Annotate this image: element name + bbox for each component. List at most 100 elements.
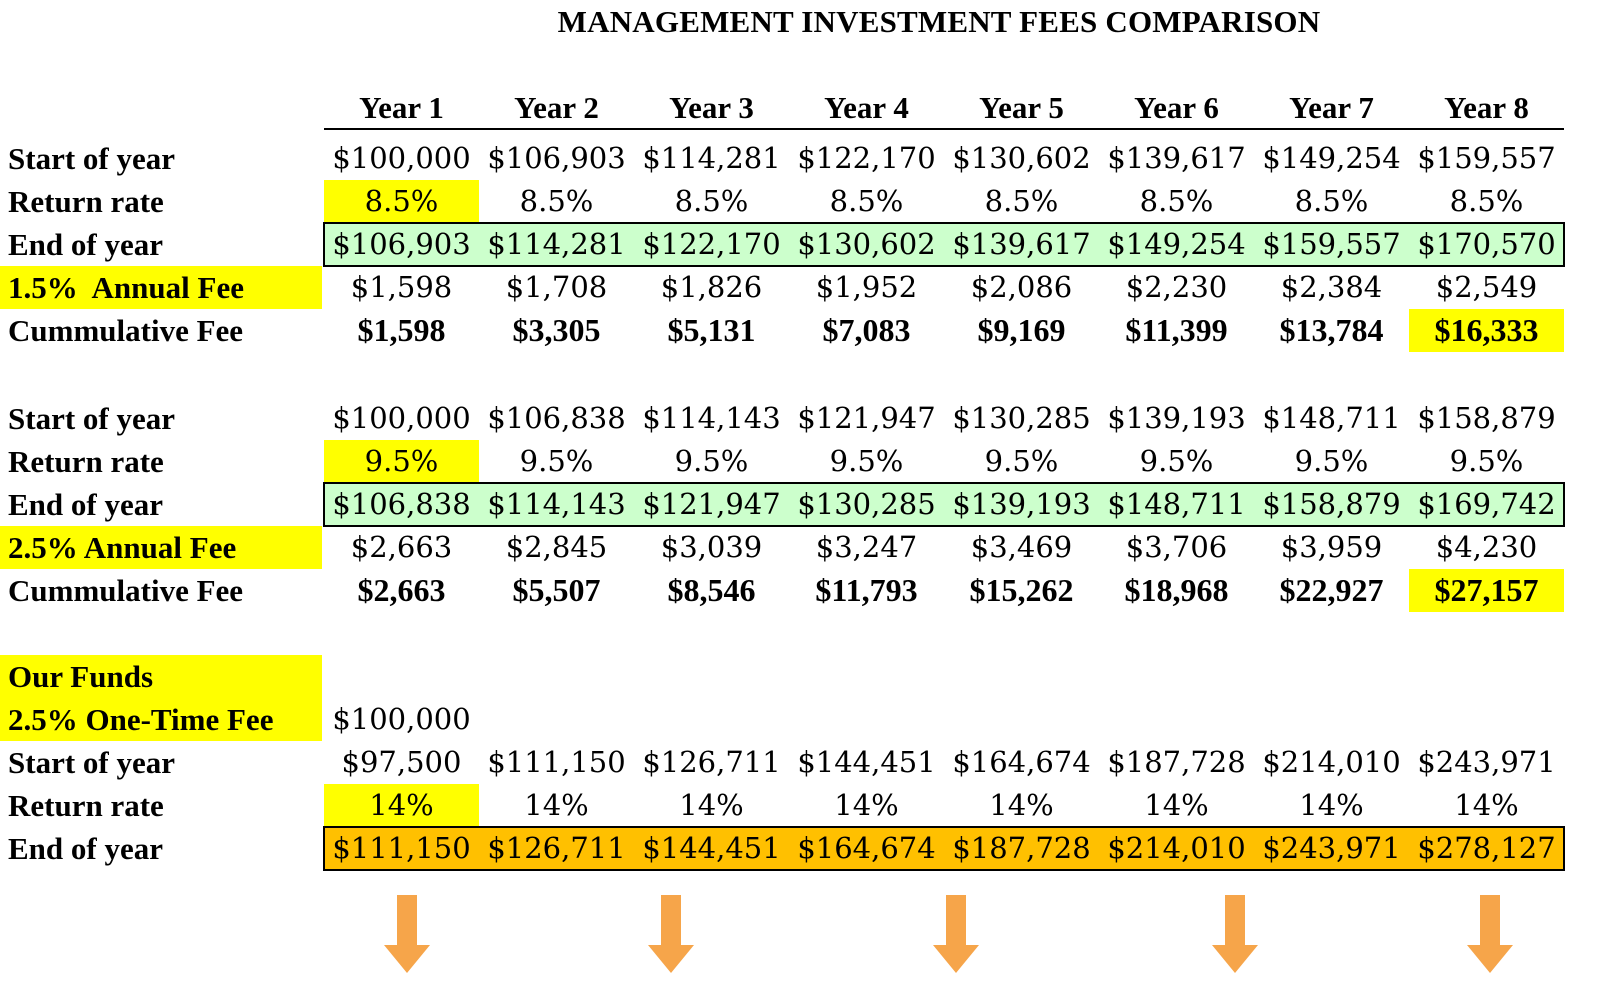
value-cell: $111,150 [332, 831, 471, 865]
value-cell: $114,143 [487, 487, 626, 521]
end-of-year-band: $106,838 $114,143 $121,947 $130,285 $139… [323, 482, 1565, 527]
down-arrow-icon [384, 895, 430, 973]
rate-cell: 8.5% [674, 184, 749, 218]
value-cell: $148,711 [1107, 487, 1246, 521]
rate-cell: 9.5% [829, 444, 904, 478]
value-cell: $2,384 [1280, 270, 1383, 304]
value-cell: $1,826 [660, 270, 763, 304]
value-cell: $130,285 [952, 401, 1091, 435]
value-cell: $114,143 [642, 401, 781, 435]
value-cell: $2,549 [1435, 270, 1538, 304]
value-cell: $121,947 [642, 487, 781, 521]
rate-cell: 8.5% [1139, 184, 1214, 218]
row-label: Return rate [8, 184, 164, 219]
value-cell: $130,602 [797, 227, 936, 261]
row-label: End of year [8, 487, 163, 522]
cumulative-cell: $15,262 [969, 572, 1074, 608]
value-cell: $100,000 [332, 401, 471, 435]
value-cell: $170,570 [1417, 227, 1556, 261]
cumulative-cell: $2,663 [357, 572, 446, 608]
value-cell: $139,617 [1107, 141, 1246, 175]
value-cell: $139,617 [952, 227, 1091, 261]
value-cell: $3,469 [970, 530, 1073, 564]
value-cell: $164,674 [797, 831, 936, 865]
rate-cell-highlighted: 8.5% [324, 180, 479, 223]
rate-cell: 9.5% [1139, 444, 1214, 478]
rate-cell: 14% [679, 788, 744, 822]
value-cell: $243,971 [1262, 831, 1401, 865]
year-header: Year 6 [1134, 90, 1219, 125]
year-header: Year 2 [514, 90, 599, 125]
value-cell: $121,947 [797, 401, 936, 435]
value-cell: $106,903 [487, 141, 626, 175]
value-cell: $126,711 [487, 831, 626, 865]
value-cell: $159,557 [1417, 141, 1556, 175]
row-label: Start of year [8, 401, 175, 436]
s3-end-row: End of year $111,150 $126,711 $144,451 $… [0, 826, 1598, 871]
rate-cell: 9.5% [674, 444, 749, 478]
s3-funds-row: Our Funds [0, 655, 1598, 698]
s3-start-row: Start of year $97,500 $111,150 $126,711 … [0, 741, 1598, 784]
down-arrow-icon [933, 895, 979, 973]
value-cell: $243,971 [1417, 745, 1556, 779]
row-label: Return rate [8, 788, 164, 823]
rate-cell: 9.5% [984, 444, 1059, 478]
s1-end-row: End of year $106,903 $114,281 $122,170 $… [0, 222, 1598, 267]
rate-cell: 8.5% [829, 184, 904, 218]
s1-fee-row: 1.5% Annual Fee $1,598 $1,708 $1,826 $1,… [0, 266, 1598, 309]
value-cell: $1,708 [505, 270, 608, 304]
value-cell: $144,451 [797, 745, 936, 779]
year-header: Year 7 [1289, 90, 1374, 125]
cumulative-total-highlighted: $27,157 [1409, 569, 1564, 612]
value-cell: $3,247 [815, 530, 918, 564]
value-cell: $159,557 [1262, 227, 1401, 261]
rate-cell: 14% [524, 788, 589, 822]
value-cell: $3,039 [660, 530, 763, 564]
row-label: Start of year [8, 745, 175, 780]
value-cell: $3,706 [1125, 530, 1228, 564]
rate-cell-highlighted: 14% [324, 784, 479, 827]
value-cell: $106,838 [332, 487, 471, 521]
year-header: Year 8 [1444, 90, 1529, 125]
s1-start-row: Start of year $100,000 $106,903 $114,281… [0, 137, 1598, 180]
s3-onetime-row: 2.5% One-Time Fee $100,000 [0, 698, 1598, 741]
value-cell: $187,728 [1107, 745, 1246, 779]
value-cell: $169,742 [1417, 487, 1556, 521]
value-cell: $214,010 [1262, 745, 1401, 779]
page-title: MANAGEMENT INVESTMENT FEES COMPARISON [557, 4, 1321, 39]
value-cell: $149,254 [1107, 227, 1246, 261]
value-cell: $97,500 [341, 745, 462, 779]
value-cell: $164,674 [952, 745, 1091, 779]
s2-rate-row: Return rate 9.5% 9.5% 9.5% 9.5% 9.5% 9.5… [0, 440, 1598, 483]
value-cell: $1,952 [815, 270, 918, 304]
rate-cell: 8.5% [1449, 184, 1524, 218]
value-cell: $111,150 [487, 745, 626, 779]
value-cell: $106,903 [332, 227, 471, 261]
end-of-year-band-highlighted: $111,150 $126,711 $144,451 $164,674 $187… [323, 826, 1565, 871]
value-cell: $214,010 [1107, 831, 1246, 865]
value-cell: $2,086 [970, 270, 1073, 304]
value-cell: $2,663 [350, 530, 453, 564]
value-cell: $2,845 [505, 530, 608, 564]
s1-cumulative-row: Cummulative Fee $1,598 $3,305 $5,131 $7,… [0, 309, 1598, 352]
cumulative-cell: $13,784 [1279, 312, 1384, 348]
rate-cell: 14% [834, 788, 899, 822]
cumulative-cell: $11,793 [815, 572, 918, 608]
value-cell: $114,281 [642, 141, 781, 175]
cumulative-cell: $7,083 [822, 312, 911, 348]
rate-cell: 14% [1144, 788, 1209, 822]
value-cell: $130,285 [797, 487, 936, 521]
year-header: Year 4 [824, 90, 909, 125]
year-header: Year 3 [669, 90, 754, 125]
down-arrow-icon [1212, 895, 1258, 973]
value-cell: $100,000 [332, 141, 471, 175]
onetime-fee-label: 2.5% One-Time Fee [0, 698, 322, 741]
cumulative-cell: $11,399 [1125, 312, 1228, 348]
rate-cell: 8.5% [519, 184, 594, 218]
value-cell: $278,127 [1417, 831, 1556, 865]
rate-cell: 9.5% [1449, 444, 1524, 478]
value-cell: $187,728 [952, 831, 1091, 865]
rate-cell: 14% [1299, 788, 1364, 822]
value-cell: $139,193 [1107, 401, 1246, 435]
rate-cell: 14% [989, 788, 1054, 822]
